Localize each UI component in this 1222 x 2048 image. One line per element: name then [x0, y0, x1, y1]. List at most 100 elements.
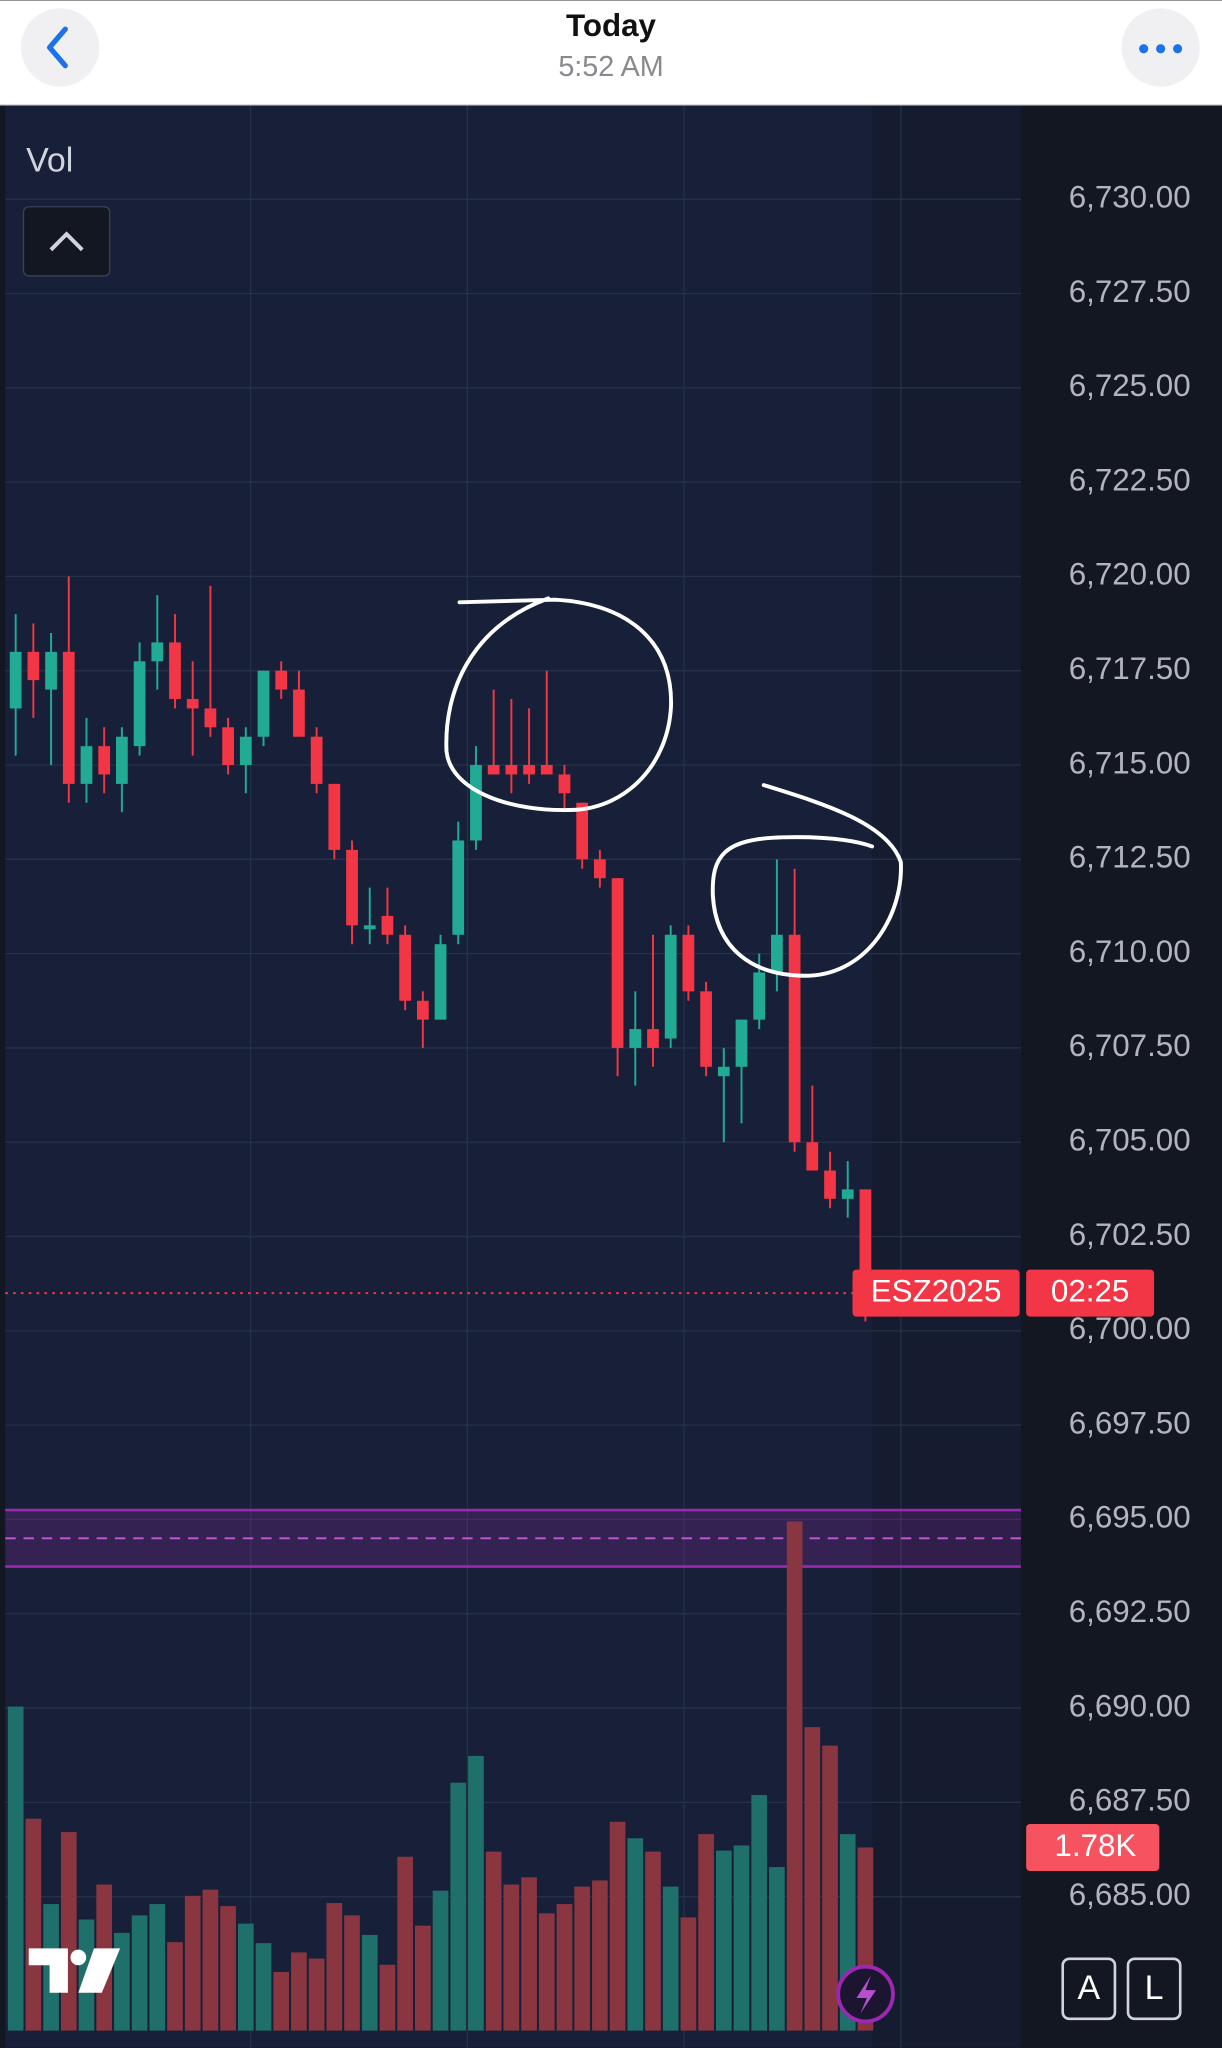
volume-bar	[273, 1971, 290, 2031]
candle-body	[540, 765, 553, 775]
y-tick-label: 6,730.00	[1069, 179, 1191, 214]
volume-bar	[751, 1795, 768, 2031]
y-tick-label: 6,697.50	[1069, 1405, 1191, 1440]
candle-body	[629, 1029, 642, 1048]
candle-body	[80, 746, 93, 784]
candle-body	[239, 736, 252, 766]
candle-body	[151, 642, 164, 662]
header-bar	[0, 0, 1222, 105]
volume-bar	[715, 1850, 732, 2031]
log-scale-button[interactable]	[1126, 1957, 1182, 2021]
candle-body	[186, 699, 199, 709]
volume-bar	[609, 1821, 626, 2031]
y-tick-label: 6,715.00	[1069, 745, 1191, 780]
candle-body	[735, 1019, 748, 1067]
candle-body	[133, 661, 146, 747]
collapse-button[interactable]	[22, 206, 111, 277]
candle-body	[771, 934, 783, 973]
y-tick-label: 6,692.50	[1069, 1594, 1191, 1629]
candle-body	[399, 934, 412, 1001]
candle-body	[859, 1189, 872, 1294]
dot	[1156, 44, 1166, 54]
logo-part	[70, 1949, 87, 1966]
header-subtitle: 5:52 AM	[558, 51, 663, 83]
candle-body	[381, 915, 394, 935]
candle-body	[523, 765, 535, 775]
volume-bar	[627, 1838, 644, 2031]
candle-body	[363, 925, 376, 930]
annotation-circle	[710, 783, 903, 978]
candle-body	[275, 670, 288, 690]
volume-bar	[361, 1934, 378, 2031]
volume-bar	[450, 1782, 467, 2031]
y-tick-label: 6,725.00	[1069, 368, 1191, 403]
y-tick-label: 6,687.50	[1069, 1783, 1191, 1818]
volume-bar	[25, 1818, 42, 2031]
header-title: Today	[566, 8, 657, 43]
volume-bar	[804, 1727, 821, 2031]
auto-scale-button[interactable]	[1061, 1957, 1117, 2021]
y-tick-label: 6,720.00	[1069, 557, 1191, 592]
countdown-badge	[1026, 1269, 1155, 1317]
candle-body	[328, 783, 341, 850]
more-icon	[1139, 44, 1183, 54]
back-button[interactable]	[20, 8, 100, 87]
time-grid	[250, 104, 902, 2048]
tradingview-logo	[28, 1948, 121, 1993]
candle-body	[487, 765, 500, 775]
volume-bar	[574, 1886, 591, 2031]
y-tick-label: 6,707.50	[1069, 1028, 1191, 1063]
volume-bar	[344, 1915, 360, 2031]
candle-body	[647, 1029, 659, 1048]
logo-part	[28, 1948, 68, 1993]
dot	[1139, 44, 1149, 54]
candle-body	[470, 765, 482, 841]
candle-body	[9, 651, 22, 709]
candle-body	[824, 1170, 836, 1199]
log-scale-label: L	[1145, 1969, 1164, 2007]
volume-bar	[291, 1952, 307, 2031]
volume-bar	[220, 1906, 236, 2031]
candle-body	[222, 727, 234, 766]
collapse-icon	[49, 231, 84, 252]
candle-body	[452, 840, 465, 935]
volume-bar	[521, 1877, 537, 2031]
volume-bar	[432, 1890, 449, 2031]
chart-future-area	[872, 104, 1021, 2048]
volume-bar	[167, 1942, 183, 2031]
y-tick-label: 6,700.00	[1069, 1311, 1191, 1346]
volume-bar	[131, 1915, 148, 2031]
volume-bar	[662, 1886, 679, 2031]
volume-bar	[645, 1851, 661, 2031]
volume-bar	[397, 1856, 413, 2031]
y-tick-label: 6,710.00	[1069, 934, 1191, 969]
candle-body	[576, 802, 589, 860]
candle-body	[611, 878, 624, 1048]
volume-bar	[202, 1889, 219, 2031]
candle-body	[841, 1189, 854, 1199]
candle-body	[806, 1142, 819, 1171]
candle-body	[204, 708, 217, 728]
y-tick-label: 6,702.50	[1069, 1217, 1191, 1252]
volume-bar	[308, 1958, 325, 2031]
volume-bar	[184, 1895, 201, 2031]
y-tick-label: 6,705.00	[1069, 1123, 1191, 1158]
volume-bar	[60, 1832, 77, 2031]
volume-bar	[733, 1845, 750, 2031]
y-tick-label: 6,690.00	[1069, 1688, 1191, 1723]
annotation-circle	[444, 596, 674, 813]
volume-bar	[680, 1917, 697, 2031]
candle-body	[416, 1000, 429, 1020]
candle-body	[788, 934, 801, 1143]
volume-bar	[786, 1521, 803, 2031]
volume-bar	[415, 1925, 431, 2031]
back-icon	[47, 26, 68, 69]
volume-bar	[468, 1755, 484, 2031]
volume-bar	[556, 1904, 573, 2031]
volume-bar	[326, 1903, 343, 2031]
volume-bar	[114, 1932, 130, 2031]
y-tick-label: 6,685.00	[1069, 1877, 1191, 1912]
volume-bar	[7, 1706, 24, 2031]
